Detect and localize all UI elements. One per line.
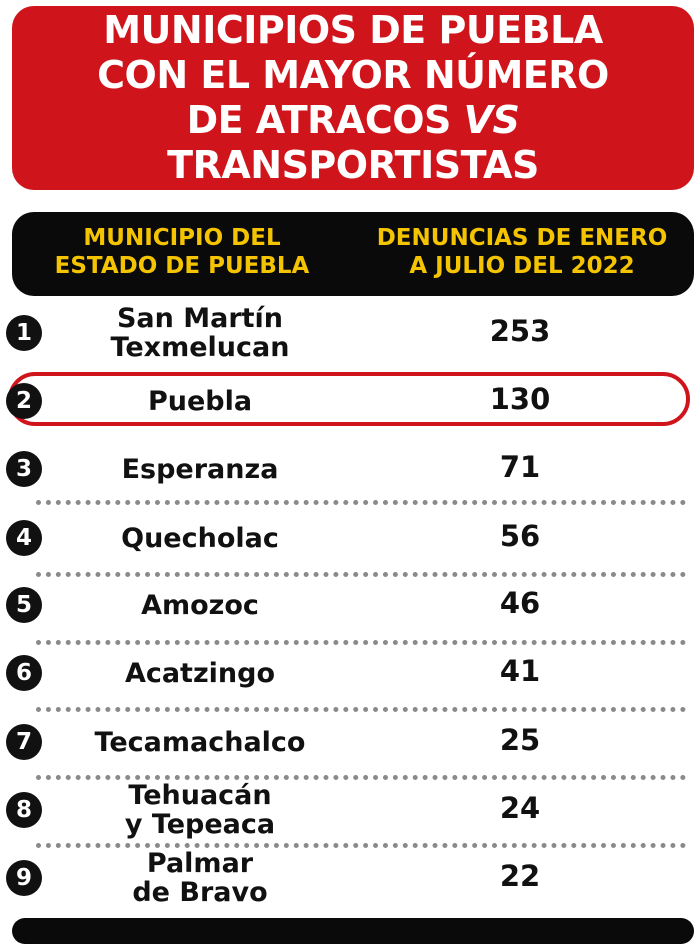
municipio-name: San Martín Texmelucan (110, 303, 290, 363)
title-line-4: TRANSPORTISTAS (167, 143, 539, 187)
column-header-municipio-line-1: MUNICIPIO DEL (83, 225, 281, 251)
denuncias-value: 41 (499, 654, 541, 688)
municipio-name: Amozoc (141, 589, 259, 621)
rank-badge: 9 (6, 860, 42, 896)
column-header-municipio-line-2: ESTADO DE PUEBLA (54, 253, 310, 279)
denuncias-value: 46 (499, 586, 541, 620)
denuncias-value: 71 (499, 450, 541, 484)
municipio-name: Esperanza (121, 453, 279, 485)
table-row: 2 Puebla 130 (0, 368, 700, 434)
rank-badge: 8 (6, 792, 42, 828)
chart-title: MUNICIPIOS DE PUEBLA CON EL MAYOR NÚMERO… (23, 8, 683, 188)
table-header: MUNICIPIO DEL ESTADO DE PUEBLA DENUNCIAS… (12, 212, 694, 296)
dotted-divider (36, 500, 686, 505)
table-row: 7 Tecamachalco 25 (0, 709, 700, 775)
denuncias-value: 22 (499, 859, 541, 893)
dotted-divider (36, 707, 686, 712)
denuncias-value: 24 (499, 791, 541, 825)
dotted-divider (36, 640, 686, 645)
table-row: 3 Esperanza 71 (0, 436, 700, 502)
footer-bar (12, 918, 694, 944)
title-line-2: CON EL MAYOR NÚMERO (97, 53, 609, 97)
municipio-name: Quecholac (121, 522, 279, 554)
denuncias-value: 56 (499, 519, 541, 553)
rank-badge: 5 (6, 587, 42, 623)
table-row: 6 Acatzingo 41 (0, 640, 700, 706)
municipio-name: Tehuacán y Tepeaca (124, 780, 276, 840)
rank-badge: 6 (6, 655, 42, 691)
title-line-1: MUNICIPIOS DE PUEBLA (103, 8, 603, 52)
title-vs: VS (463, 98, 520, 142)
denuncias-value: 25 (499, 723, 541, 757)
rank-badge: 4 (6, 520, 42, 556)
table-row: 4 Quecholac 56 (0, 505, 700, 571)
municipio-name: Tecamachalco (94, 726, 306, 758)
title-line-3a: DE ATRACOS (186, 98, 464, 142)
title-line-3: DE ATRACOS VS (23, 98, 683, 143)
dotted-divider (36, 775, 686, 780)
municipio-name: Palmar de Bravo (132, 848, 268, 908)
denuncias-value: 130 (489, 382, 551, 416)
municipio-name: Acatzingo (124, 657, 276, 689)
denuncias-value: 253 (489, 314, 551, 348)
rank-badge: 7 (6, 724, 42, 760)
rank-badge: 3 (6, 451, 42, 487)
rank-badge: 2 (6, 383, 42, 419)
rank-badge: 1 (6, 315, 42, 351)
table-row: 1 San Martín Texmelucan 253 (0, 300, 700, 366)
title-banner: MUNICIPIOS DE PUEBLA CON EL MAYOR NÚMERO… (12, 6, 694, 190)
municipio-name: Puebla (147, 385, 253, 417)
table-row: 9 Palmar de Bravo 22 (0, 845, 700, 911)
column-header-denuncias: DENUNCIAS DE ENERO A JULIO DEL 2022 (347, 224, 697, 280)
dotted-divider (36, 572, 686, 577)
table-row: 5 Amozoc 46 (0, 572, 700, 638)
column-header-municipio: MUNICIPIO DEL ESTADO DE PUEBLA (12, 224, 352, 280)
column-header-denuncias-line-1: DENUNCIAS DE ENERO (376, 225, 668, 251)
dotted-divider (36, 843, 686, 848)
table-row: 8 Tehuacán y Tepeaca 24 (0, 777, 700, 843)
column-header-denuncias-line-2: A JULIO DEL 2022 (409, 253, 635, 279)
